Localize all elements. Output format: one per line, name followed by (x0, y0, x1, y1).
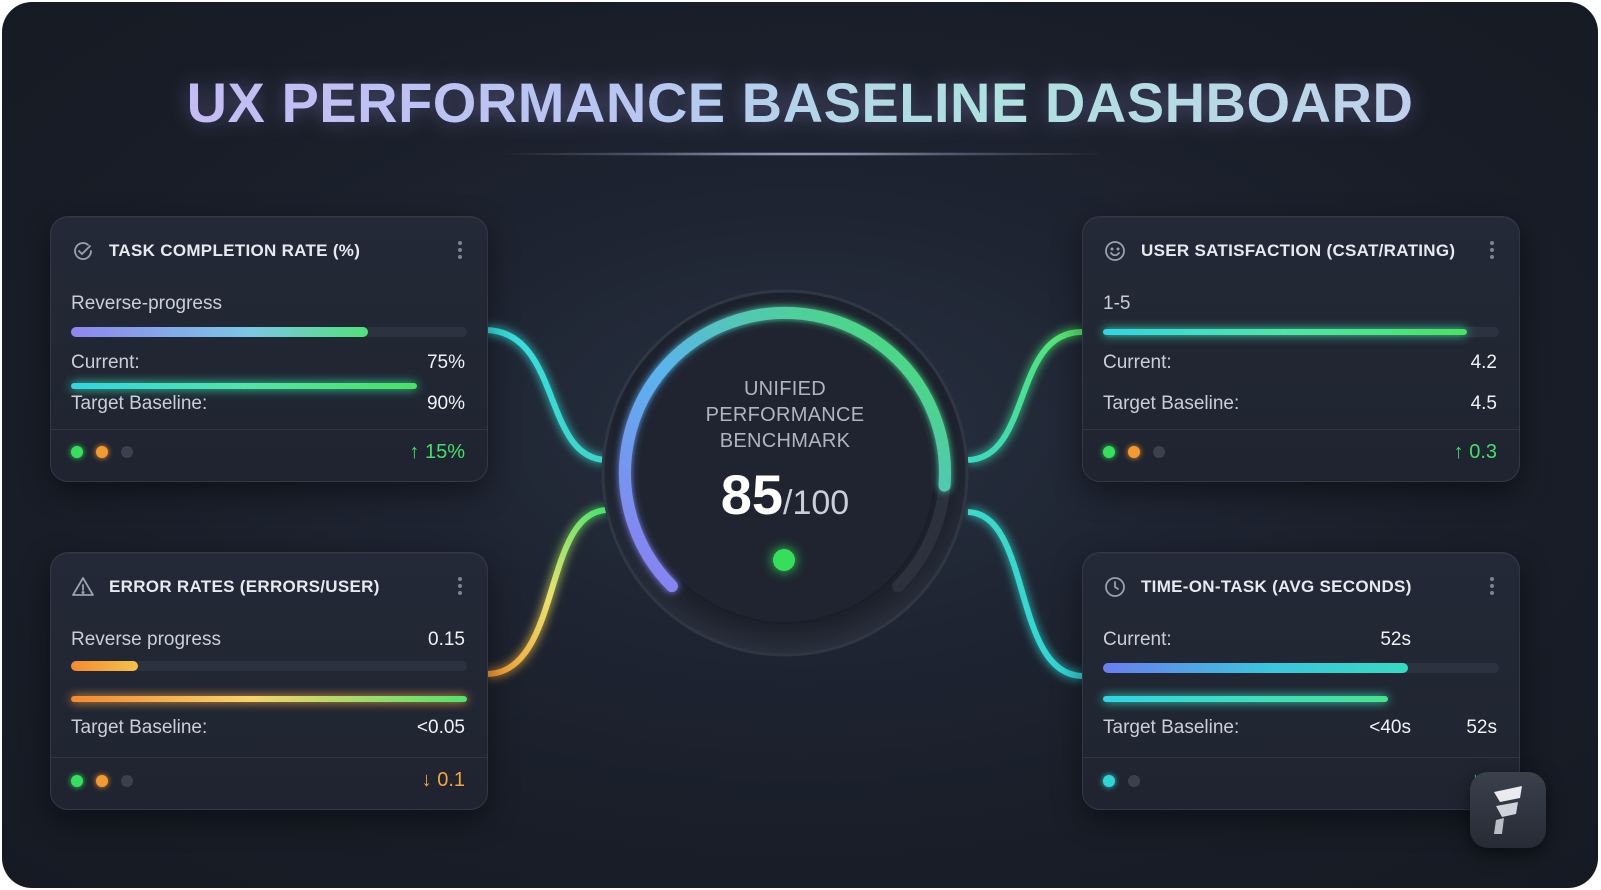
performance-gauge: UNIFIED PERFORMANCE BENCHMARK 85/100 (600, 288, 970, 658)
target-value: <0.05 (416, 717, 465, 738)
current-glow-bar (71, 383, 417, 389)
connector-bottom-right (967, 509, 1083, 679)
gauge-score: 85/100 (600, 462, 970, 527)
card-title: TASK COMPLETION RATE (%) (109, 241, 361, 260)
status-dot-orange (96, 775, 108, 787)
target-label: Target Baseline: (1103, 717, 1240, 738)
status-dot-orange (96, 446, 108, 458)
progress-fill (1103, 329, 1468, 335)
card-title: TIME-ON-TASK (AVG SECONDS) (1141, 577, 1412, 596)
page-title: UX PERFORMANCE BASELINE DASHBOARD (2, 70, 1598, 135)
status-dots (1103, 775, 1153, 787)
title-underline (502, 152, 1102, 156)
gauge-score-max: /100 (783, 484, 850, 522)
status-dot-orange (1128, 446, 1140, 458)
card-error-rates[interactable]: ERROR RATES (ERRORS/USER) Reverse progre… (50, 552, 488, 810)
card-time-on-task[interactable]: TIME-ON-TASK (AVG SECONDS) Current: 52s … (1082, 552, 1520, 810)
gauge-status-dot (773, 549, 795, 571)
delta-value: ↑ 15% (409, 441, 465, 463)
progress-track (1103, 327, 1499, 337)
connector-top-right (967, 329, 1083, 463)
status-dots (71, 446, 146, 458)
progress-fill (71, 661, 139, 671)
card-title: USER SATISFACTION (CSAT/RATING) (1141, 241, 1456, 260)
current-label: Current: (1103, 352, 1172, 373)
connector-bottom-left (485, 507, 607, 677)
status-dot-green (1103, 446, 1115, 458)
progress-track (71, 327, 467, 337)
target-label: Target Baseline: (71, 717, 208, 738)
current-value: 75% (426, 352, 465, 373)
card-divider (1083, 429, 1519, 430)
more-options-icon[interactable] (457, 577, 463, 599)
card-user-satisfaction[interactable]: USER SATISFACTION (CSAT/RATING) 1-5 Curr… (1082, 216, 1520, 482)
warning-triangle-icon (72, 577, 94, 596)
current-value: 4.2 (1470, 352, 1497, 373)
card-sublabel: Reverse-progress (71, 293, 222, 314)
sublabel-value: 0.15 (428, 629, 465, 650)
status-dot-green (71, 446, 83, 458)
more-options-icon[interactable] (1489, 241, 1495, 263)
gauge-title-line-2: PERFORMANCE (705, 404, 865, 426)
current-label: Current: (71, 352, 140, 373)
gauge-value-arc (619, 306, 951, 593)
gauge-score-value: 85 (720, 463, 784, 526)
check-circle-icon (74, 242, 92, 260)
status-dot-gray (1128, 775, 1140, 787)
card-title: ERROR RATES (ERRORS/USER) (109, 577, 380, 596)
card-sublabel: Reverse progress (71, 629, 221, 650)
clock-icon (1105, 577, 1125, 597)
status-dot-gray (1153, 446, 1165, 458)
status-dots (71, 775, 146, 787)
target-label: Target Baseline: (71, 393, 208, 414)
gauge-ring (601, 289, 969, 657)
delta-value: ↓ 0.1 (421, 769, 465, 791)
smiley-icon (1105, 241, 1125, 261)
card-divider (51, 429, 487, 430)
more-options-icon[interactable] (457, 241, 463, 263)
progress-track (1103, 663, 1499, 673)
card-task-completion[interactable]: TASK COMPLETION RATE (%) Reverse-progres… (50, 216, 488, 482)
status-dot-gray (121, 775, 133, 787)
current-value: 52s (1380, 629, 1411, 650)
target-value: 90% (426, 393, 465, 414)
gauge-title-line-3: BENCHMARK (719, 430, 851, 452)
status-dot-green (71, 775, 83, 787)
card-sublabel: 1-5 (1103, 293, 1131, 314)
current-label: Current: (1103, 629, 1172, 650)
card-divider (51, 757, 487, 758)
delta-value: ↑ 0.3 (1453, 441, 1497, 463)
logo-icon (1494, 786, 1522, 834)
target-glow-bar (71, 696, 467, 702)
status-dot-gray (121, 446, 133, 458)
gauge-title-line-1: UNIFIED (743, 378, 827, 400)
progress-fill (71, 327, 368, 337)
target-value-secondary: 52s (1466, 717, 1497, 738)
target-label: Target Baseline: (1103, 393, 1240, 414)
target-value: 4.5 (1470, 393, 1497, 414)
more-options-icon[interactable] (1489, 577, 1495, 599)
progress-track (71, 661, 467, 671)
status-dot-cyan (1103, 775, 1115, 787)
app-logo[interactable] (1470, 772, 1546, 848)
target-value: <40s (1369, 717, 1411, 738)
status-dots (1103, 446, 1178, 458)
connector-top-left (485, 327, 607, 463)
card-divider (1083, 757, 1519, 758)
target-glow-bar (1103, 696, 1389, 702)
gauge-title: UNIFIED PERFORMANCE BENCHMARK (600, 376, 970, 454)
progress-fill (1103, 663, 1408, 673)
